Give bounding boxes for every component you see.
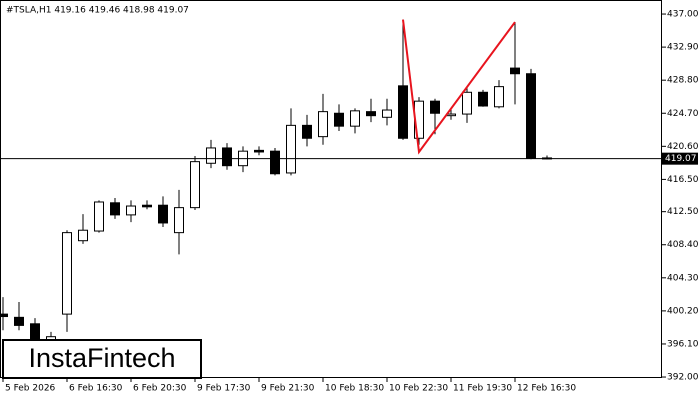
candle-body — [62, 232, 72, 315]
candle-body — [206, 147, 216, 164]
x-tick-label: 10 Feb 18:30 — [325, 384, 384, 394]
candle-body — [110, 202, 120, 216]
y-tick-label: 437.00 — [667, 10, 699, 20]
pattern-line — [402, 19, 516, 155]
candle-body — [510, 67, 520, 75]
x-tick-label: 6 Feb 20:30 — [133, 384, 187, 394]
x-tick-label: 6 Feb 16:30 — [69, 384, 123, 394]
candle-body — [14, 316, 24, 326]
current-price-label: 419.07 — [665, 154, 697, 164]
candle-body — [190, 161, 200, 209]
plot-frame — [0, 0, 662, 378]
x-tick-label: 12 Feb 16:30 — [517, 384, 576, 394]
candle-body — [478, 91, 488, 107]
candle-body — [126, 205, 136, 216]
candle-body — [286, 124, 296, 174]
y-tick-label: 416.50 — [667, 175, 699, 185]
y-tick-label: 396.10 — [667, 339, 699, 349]
candle-body — [174, 207, 184, 234]
x-tick-label: 11 Feb 19:30 — [453, 384, 512, 394]
candle-body — [94, 201, 104, 232]
y-tick-label: 420.60 — [667, 142, 699, 152]
candle-body — [270, 150, 280, 175]
candle-body — [30, 323, 40, 341]
candle-body — [382, 109, 392, 118]
y-tick-label: 428.80 — [667, 76, 699, 86]
x-tick-label: 5 Feb 2026 — [5, 384, 56, 394]
y-tick-label: 392.00 — [667, 373, 699, 383]
x-tick-label: 9 Feb 21:30 — [261, 384, 315, 394]
candle-body — [334, 112, 344, 127]
logo-text: InstaFintech — [28, 343, 175, 373]
candle-body — [526, 73, 536, 159]
candle-body — [350, 110, 360, 127]
current-price-box — [662, 152, 698, 165]
candle-body — [462, 91, 472, 115]
chart-title: #TSLA,H1 419.16 419.46 418.98 419.07 — [6, 6, 189, 16]
candle-body — [398, 85, 408, 139]
candle-body — [254, 149, 264, 153]
logo-box — [2, 339, 202, 379]
candle-body — [318, 111, 328, 138]
candle-body — [366, 111, 376, 117]
y-tick-label: 412.50 — [667, 207, 699, 217]
candle-body — [142, 204, 152, 208]
y-tick-label: 404.30 — [667, 273, 699, 283]
candle-body — [430, 100, 440, 114]
y-tick-label: 400.20 — [667, 306, 699, 316]
candle-body — [302, 124, 312, 139]
y-tick-label: 424.70 — [667, 109, 699, 119]
candle-body — [78, 229, 88, 242]
x-tick-label: 10 Feb 22:30 — [389, 384, 448, 394]
x-tick-label: 9 Feb 17:30 — [197, 384, 251, 394]
candle-body — [158, 204, 168, 224]
candle-body — [222, 147, 232, 167]
candle-body — [0, 313, 8, 318]
candle-body — [494, 86, 504, 108]
y-tick-label: 432.90 — [667, 43, 699, 53]
y-tick-label: 408.40 — [667, 240, 699, 250]
